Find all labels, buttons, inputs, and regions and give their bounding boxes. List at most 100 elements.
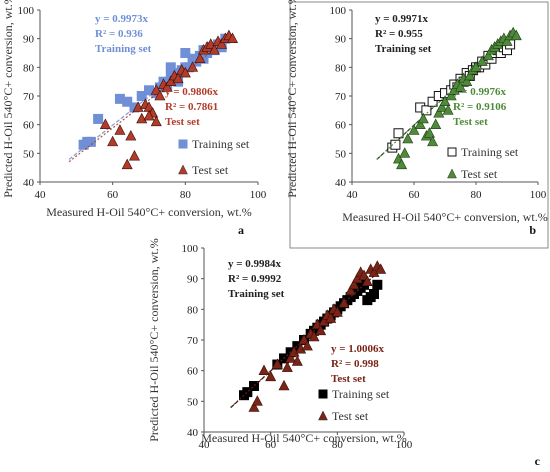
data-point-training (372, 279, 383, 290)
y-tick-label: 70 (187, 335, 199, 347)
y-axis-title: Predicted H-Oil 540°C+ conversion, wt.% (285, 0, 299, 198)
data-point-test (258, 364, 270, 375)
fit-r2: R² = 0.936 (95, 28, 143, 40)
x-tick-label: 100 (250, 189, 267, 201)
data-point-test (315, 324, 327, 336)
x-tick-label: 100 (396, 439, 413, 451)
data-point-training (427, 96, 438, 107)
fit-set-label: Training set (95, 43, 152, 55)
data-point-test (445, 89, 457, 101)
x-tick-label: 40 (199, 439, 211, 451)
data-point-test (436, 101, 448, 112)
data-point-test (399, 147, 411, 158)
legend-label: Training set (332, 387, 390, 401)
data-point-test (455, 81, 466, 92)
legend-label: Training set (192, 137, 250, 151)
x-tick-label: 80 (180, 189, 192, 201)
data-point-test (150, 84, 162, 95)
x-tick-label: 40 (347, 189, 359, 201)
fit-r2: R² = 0.9106 (453, 101, 507, 113)
data-point-training (421, 105, 432, 116)
panel-letter: c (535, 454, 541, 468)
fit-r2: R² = 0.7861 (165, 101, 218, 113)
fit-set-label: Test set (165, 116, 200, 128)
y-tick-label: 60 (335, 120, 347, 132)
data-point-test (172, 72, 184, 84)
data-point-test (361, 275, 373, 287)
legend-label: Test set (461, 167, 498, 181)
fit-equation: y = 0.9973x (95, 13, 149, 25)
data-point-test (291, 355, 303, 366)
data-point-test (308, 330, 320, 342)
data-point-training (369, 289, 379, 299)
data-point-test (208, 43, 220, 55)
data-point-test (99, 118, 111, 129)
x-tick-label: 60 (409, 189, 421, 201)
y-axis-title: Predicted H-Oil 540°C+ conversion, wt.% (147, 238, 161, 442)
data-point-test (501, 35, 513, 46)
data-point-test (125, 129, 137, 141)
x-axis-title: Measured H-Oil 540°C+ conversion, wt.% (201, 431, 407, 445)
fit-equation: y = 0.9976x (453, 86, 507, 98)
data-point-test (161, 81, 173, 92)
data-point-test (281, 361, 293, 372)
fit-set-label: Training set (228, 288, 285, 300)
panel-frame (289, 1, 549, 249)
fit-set-label: Training set (375, 43, 432, 55)
data-point-test (476, 55, 488, 66)
legend-marker-training (318, 389, 328, 399)
y-tick-label: 70 (23, 91, 35, 103)
data-point-training (85, 136, 96, 147)
legend-marker-test (178, 164, 188, 175)
data-point-training (180, 48, 191, 58)
y-tick-label: 50 (187, 396, 199, 408)
data-point-test (227, 32, 239, 43)
data-point-test (278, 379, 290, 391)
legend-marker-test (447, 168, 457, 179)
data-point-test (271, 358, 283, 369)
data-point-test (442, 104, 454, 115)
data-point-test (470, 61, 482, 72)
y-tick-label: 70 (335, 91, 347, 103)
chart-panel-b: 40 50 60 70 80 90 100 40 60 80 100 Measured H-Oil 5… (285, 0, 549, 249)
data-point-test (205, 38, 217, 49)
data-point-test (375, 263, 387, 274)
y-tick-label: 90 (335, 34, 347, 46)
y-tick-label: 40 (187, 427, 199, 439)
data-point-test (408, 124, 420, 135)
panel-letter: a (238, 223, 244, 237)
x-tick-label: 40 (35, 189, 47, 201)
y-tick-label: 40 (23, 177, 35, 189)
data-point-test (143, 109, 155, 121)
data-point-training (242, 387, 253, 398)
trendline (230, 271, 378, 408)
data-point-test (165, 75, 177, 86)
y-tick-label: 80 (23, 62, 35, 74)
data-point-test (136, 112, 148, 124)
fit-r2: R² = 0.998 (331, 358, 379, 370)
data-point-test (510, 29, 522, 41)
data-point-test (427, 135, 439, 147)
data-point-test (132, 101, 144, 112)
data-point-test (461, 75, 473, 86)
y-tick-label: 80 (335, 62, 347, 74)
data-point-test (464, 69, 476, 81)
legend-label: Training set (461, 145, 519, 159)
data-point-test (301, 339, 313, 351)
data-point-test (114, 124, 126, 135)
y-tick-label: 90 (187, 274, 199, 286)
data-point-test (417, 112, 429, 124)
data-point-test (348, 278, 360, 290)
y-tick-label: 100 (182, 243, 199, 255)
data-point-training (136, 91, 147, 101)
y-tick-label: 50 (23, 148, 35, 160)
data-point-test (439, 95, 451, 107)
y-tick-label: 80 (187, 304, 199, 316)
data-point-test (402, 132, 414, 144)
legend-marker-training (447, 147, 457, 157)
fit-set-label: Test set (453, 116, 488, 128)
data-point-test (187, 61, 199, 72)
y-tick-label: 100 (18, 5, 35, 17)
